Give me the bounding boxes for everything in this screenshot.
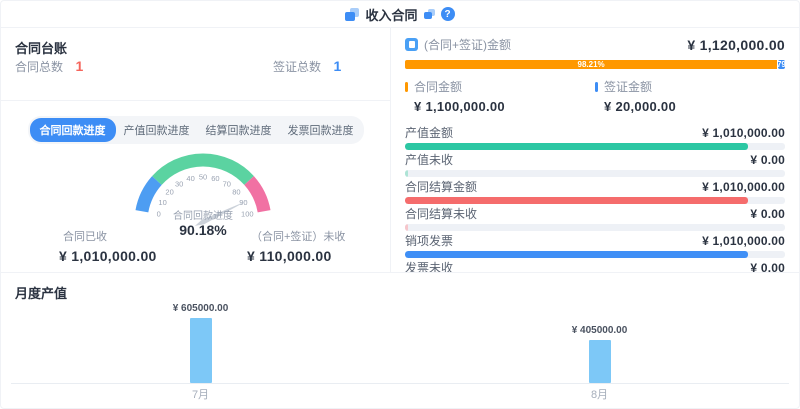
amount-legend: 合同金额 ¥ 1,100,000.00 签证金额 ¥ 20,000.00 [405, 78, 785, 114]
legend-visa-amount: 签证金额 ¥ 20,000.00 [595, 78, 785, 114]
contract-total-label: 合同总数 [15, 60, 64, 74]
contract-ledger-panel: 合同台账 合同总数 1 签证总数 1 合同回款进度 产值回款进度 结算回款进度 … [1, 28, 391, 272]
legend-marker-contract [405, 81, 408, 92]
received-stat: 合同已收 ¥ 1,010,000.00 [59, 228, 157, 264]
legend-contract-value: ¥ 1,100,000.00 [414, 99, 505, 114]
amount-summary-panel: (合同+签证)金额 ¥ 1,120,000.00 98.21%1.79% 合同金… [391, 28, 799, 272]
amount-row-output: 产值金额 ¥ 1,010,000.00 [405, 127, 785, 150]
svg-text:30: 30 [175, 179, 183, 188]
svg-text:60: 60 [211, 174, 219, 183]
tab-output-payment-progress[interactable]: 产值回款进度 [123, 125, 190, 137]
svg-text:90.18%: 90.18% [179, 222, 227, 238]
amount-row-invoice-unreceived: 发票未收 ¥ 0.00 [405, 262, 785, 273]
summary-header: (合同+签证)金额 ¥ 1,120,000.00 [405, 36, 785, 53]
amount-bar-invoice [405, 251, 785, 258]
tab-invoice-payment-progress[interactable]: 发票回款进度 [287, 125, 354, 137]
svg-text:10: 10 [158, 198, 166, 207]
amount-row-settlement-unreceived: 合同结算未收 ¥ 0.00 [405, 208, 785, 231]
amount-bar-output-unreceived [405, 170, 785, 177]
document-icon [405, 38, 418, 51]
divider [1, 100, 390, 101]
monthly-output-section: 月度产值 ¥ 605000.00 7月 ¥ 405000.00 8月 [1, 272, 799, 408]
legend-marker-visa [595, 81, 598, 92]
contract-total-stat: 合同总数 1 [15, 58, 83, 76]
svg-text:40: 40 [186, 174, 194, 183]
legend-contract-label: 合同金额 [414, 80, 463, 94]
bar-value-label: ¥ 605000.00 [172, 303, 229, 314]
page-header: 收入合同 ? [1, 1, 799, 28]
tab-contract-payment-progress[interactable]: 合同回款进度 [29, 118, 116, 142]
contract-total-value: 1 [75, 58, 84, 74]
bar-value-label: ¥ 405000.00 [571, 324, 628, 336]
svg-text:0: 0 [157, 210, 161, 219]
x-axis-label: 8月 [590, 389, 609, 401]
page-title: 收入合同 [365, 7, 418, 23]
legend-contract-amount: 合同金额 ¥ 1,100,000.00 [405, 78, 595, 114]
main-content: 合同台账 合同总数 1 签证总数 1 合同回款进度 产值回款进度 结算回款进度 … [1, 28, 799, 272]
summary-title: (合同+签证)金额 [424, 38, 512, 52]
svg-text:合同回款进度: 合同回款进度 [173, 209, 233, 222]
contract-icon [345, 7, 360, 21]
visa-total-label: 签证总数 [273, 60, 322, 74]
svg-text:100: 100 [241, 210, 254, 219]
svg-text:90: 90 [239, 198, 247, 207]
amount-row-output-unreceived: 产值未收 ¥ 0.00 [405, 154, 785, 177]
amount-row-settlement: 合同结算金额 ¥ 1,010,000.00 [405, 181, 785, 204]
summary-total: ¥ 1,120,000.00 [687, 36, 785, 53]
svg-text:80: 80 [232, 187, 240, 196]
amount-rows: 产值金额 ¥ 1,010,000.00 产值未收 ¥ 0.00 合同结算金额 ¥ 1,… [405, 123, 785, 272]
received-label: 合同已收 [63, 231, 107, 243]
received-value: ¥ 1,010,000.00 [59, 248, 157, 264]
amount-bar-output [405, 143, 785, 150]
progress-tabs: 合同回款进度 产值回款进度 结算回款进度 发票回款进度 [27, 116, 364, 144]
x-axis-line [11, 383, 789, 384]
unreceived-value: ¥ 110,000.00 [247, 248, 332, 264]
amount-row-invoice: 销项发票 ¥ 1,010,000.00 [405, 235, 785, 258]
amount-split-bar: 98.21%1.79% [405, 60, 785, 69]
unreceived-stat: （合同+签证）未收 ¥ 110,000.00 [247, 228, 345, 264]
monthly-title: 月度产值 [15, 286, 68, 301]
amount-bar-settlement [405, 197, 785, 204]
amount-bar-settlement-unreceived [405, 224, 785, 231]
svg-text:20: 20 [165, 187, 173, 196]
help-icon[interactable]: ? [440, 7, 455, 21]
x-axis-label: 7月 [191, 389, 210, 401]
tab-settlement-payment-progress[interactable]: 结算回款进度 [205, 125, 272, 137]
ledger-title: 合同台账 [15, 41, 68, 56]
edit-icon [423, 9, 435, 19]
monthly-bar [588, 339, 611, 383]
svg-text:50: 50 [199, 173, 207, 182]
visa-total-value: 1 [333, 58, 342, 74]
svg-text:70: 70 [223, 179, 231, 188]
legend-visa-label: 签证金额 [604, 80, 653, 94]
monthly-bar [189, 318, 212, 383]
monthly-bar-chart: ¥ 605000.00 7月 ¥ 405000.00 8月 [1, 296, 799, 408]
unreceived-label: （合同+签证）未收 [251, 231, 346, 243]
legend-visa-value: ¥ 20,000.00 [604, 99, 676, 114]
visa-total-stat: 签证总数 1 [273, 58, 341, 76]
